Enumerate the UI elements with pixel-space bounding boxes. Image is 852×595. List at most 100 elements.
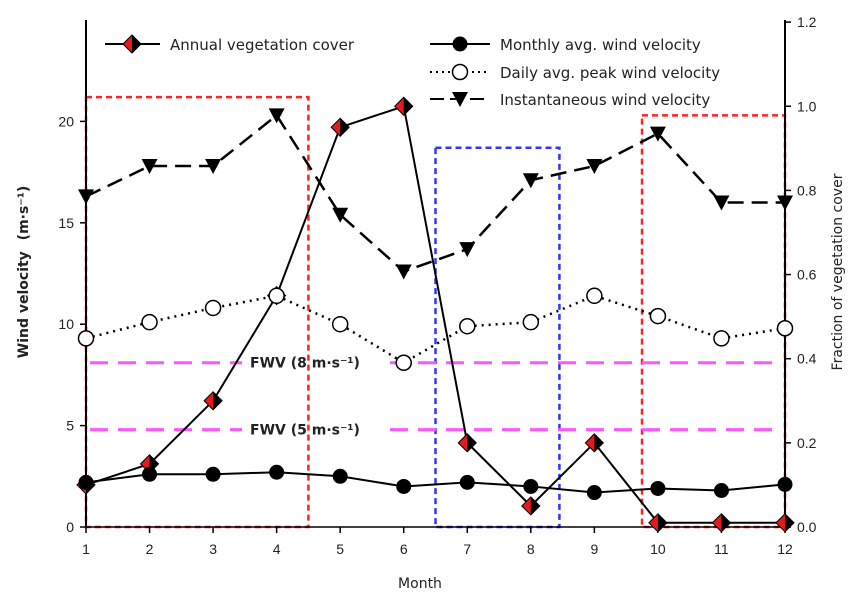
data-point: [586, 287, 603, 305]
y2-axis-title: Fraction of vegetation cover: [830, 173, 846, 370]
data-point-half: [213, 391, 223, 410]
data-point: [396, 478, 412, 494]
triangle-down-marker: [452, 92, 468, 107]
legend-entry-daily-avg-peak-wind-velocity: Daily avg. peak wind velocity: [430, 63, 720, 82]
series: [76, 96, 795, 533]
y-axis-title-main: Wind velocity: [16, 251, 32, 358]
y2-tick-label: 1.0: [797, 98, 817, 114]
data-point: [268, 108, 285, 124]
data-point: [332, 207, 349, 223]
data-point: [586, 485, 602, 501]
data-point: [459, 317, 476, 335]
ticks: 1 2 3 4 5 6 7 8 9 10 11 12051015200.00.20.40.60.81.…: [58, 14, 816, 557]
data-point: [331, 315, 349, 333]
x-tick-label: 2: [146, 541, 154, 557]
data-point: [459, 242, 476, 258]
x-tick-label: 12: [777, 541, 793, 557]
series-line: [85, 104, 785, 524]
data-point: [523, 478, 539, 494]
series-line: [85, 471, 786, 494]
series-instantaneous-wind-velocity: [78, 108, 793, 280]
series-monthly-avg-wind-velocity: [78, 464, 793, 501]
data-point-half: [403, 97, 413, 116]
y2-tick-label: 0.2: [797, 435, 817, 451]
data-point: [459, 474, 475, 490]
data-point-half: [657, 513, 667, 532]
series-line: [85, 294, 786, 365]
x-tick-label: 3: [209, 541, 217, 557]
y2-tick-label: 0.8: [797, 182, 817, 198]
data-point: [141, 159, 158, 175]
highlight-box-3: [640, 114, 787, 529]
data-point: [713, 330, 730, 347]
data-point: [78, 474, 94, 490]
x-axis-title: Month: [398, 576, 442, 592]
data-point: [522, 313, 540, 331]
fwv-label: FWV (8 m·s⁻¹): [250, 356, 360, 372]
y-tick-label: 10: [58, 316, 74, 332]
y-tick-label: 20: [58, 113, 74, 129]
legend-label: Daily avg. peak wind velocity: [500, 64, 720, 82]
y2-tick-label: 0.6: [797, 267, 817, 283]
y2-tick-label: 1.2: [797, 14, 817, 30]
highlight-boxes: [84, 95, 787, 529]
data-point: [713, 482, 729, 498]
legend-entry-annual-vegetation-cover: Annual vegetation cover: [105, 34, 355, 54]
series-line: [85, 113, 785, 273]
data-point-half: [594, 433, 604, 452]
data-point: [649, 307, 667, 325]
open-circle-marker: [451, 63, 469, 81]
data-point: [332, 468, 348, 484]
data-point: [522, 173, 539, 189]
data-point: [395, 354, 412, 371]
legend-label: Instantaneous wind velocity: [500, 91, 710, 109]
data-point: [777, 476, 793, 492]
data-point: [269, 464, 285, 480]
data-point-half: [785, 513, 794, 532]
highlight-box-2: [434, 146, 561, 529]
data-point: [650, 480, 666, 496]
data-point: [777, 195, 793, 211]
x-tick-label: 1: [82, 541, 90, 557]
x-tick-label: 5: [336, 541, 344, 557]
y-tick-label: 0: [66, 519, 74, 535]
circle-marker: [452, 36, 468, 52]
y2-tick-label: 0.4: [797, 351, 817, 367]
data-point: [205, 159, 222, 175]
data-point: [713, 195, 730, 211]
reference-lines: FWV (8 m·s⁻¹) FWV (5 m·s⁻¹): [90, 356, 781, 439]
x-tick-label: 4: [273, 541, 281, 557]
y-axis-title-unit: (m·s⁻¹): [16, 186, 32, 241]
y-axis-title: Wind velocity (m·s⁻¹): [16, 186, 32, 359]
legend-entry-instantaneous-wind-velocity: Instantaneous wind velocity: [430, 91, 710, 109]
fwv-label: FWV (5 m·s⁻¹): [250, 423, 360, 439]
x-tick-label: 8: [527, 541, 535, 557]
data-point: [142, 466, 158, 482]
x-tick-label: 10: [650, 541, 666, 557]
legend-label: Monthly avg. wind velocity: [500, 36, 701, 54]
data-point-half: [340, 118, 350, 137]
data-point-half: [530, 496, 540, 515]
data-point: [586, 159, 603, 175]
data-point-half: [467, 433, 477, 452]
data-point: [78, 189, 94, 205]
series-annual-vegetation-cover: [76, 96, 795, 533]
x-tick-label: 6: [400, 541, 408, 557]
x-tick-label: 7: [463, 541, 471, 557]
series-daily-avg-peak-wind-velocity: [77, 287, 794, 371]
data-point: [395, 264, 412, 280]
data-point: [268, 287, 285, 305]
data-point: [204, 299, 222, 317]
data-point: [776, 320, 794, 337]
data-point: [205, 466, 221, 482]
data-point: [141, 313, 158, 331]
x-tick-label: 9: [590, 541, 598, 557]
y-tick-label: 5: [66, 418, 74, 434]
data-point-half: [721, 513, 731, 532]
data-point: [649, 126, 666, 142]
legend: Annual vegetation cover Monthly avg. win…: [105, 34, 720, 109]
highlight-box-1: [84, 95, 310, 529]
diamond-marker-half: [132, 35, 141, 53]
y-tick-label: 15: [58, 215, 74, 231]
